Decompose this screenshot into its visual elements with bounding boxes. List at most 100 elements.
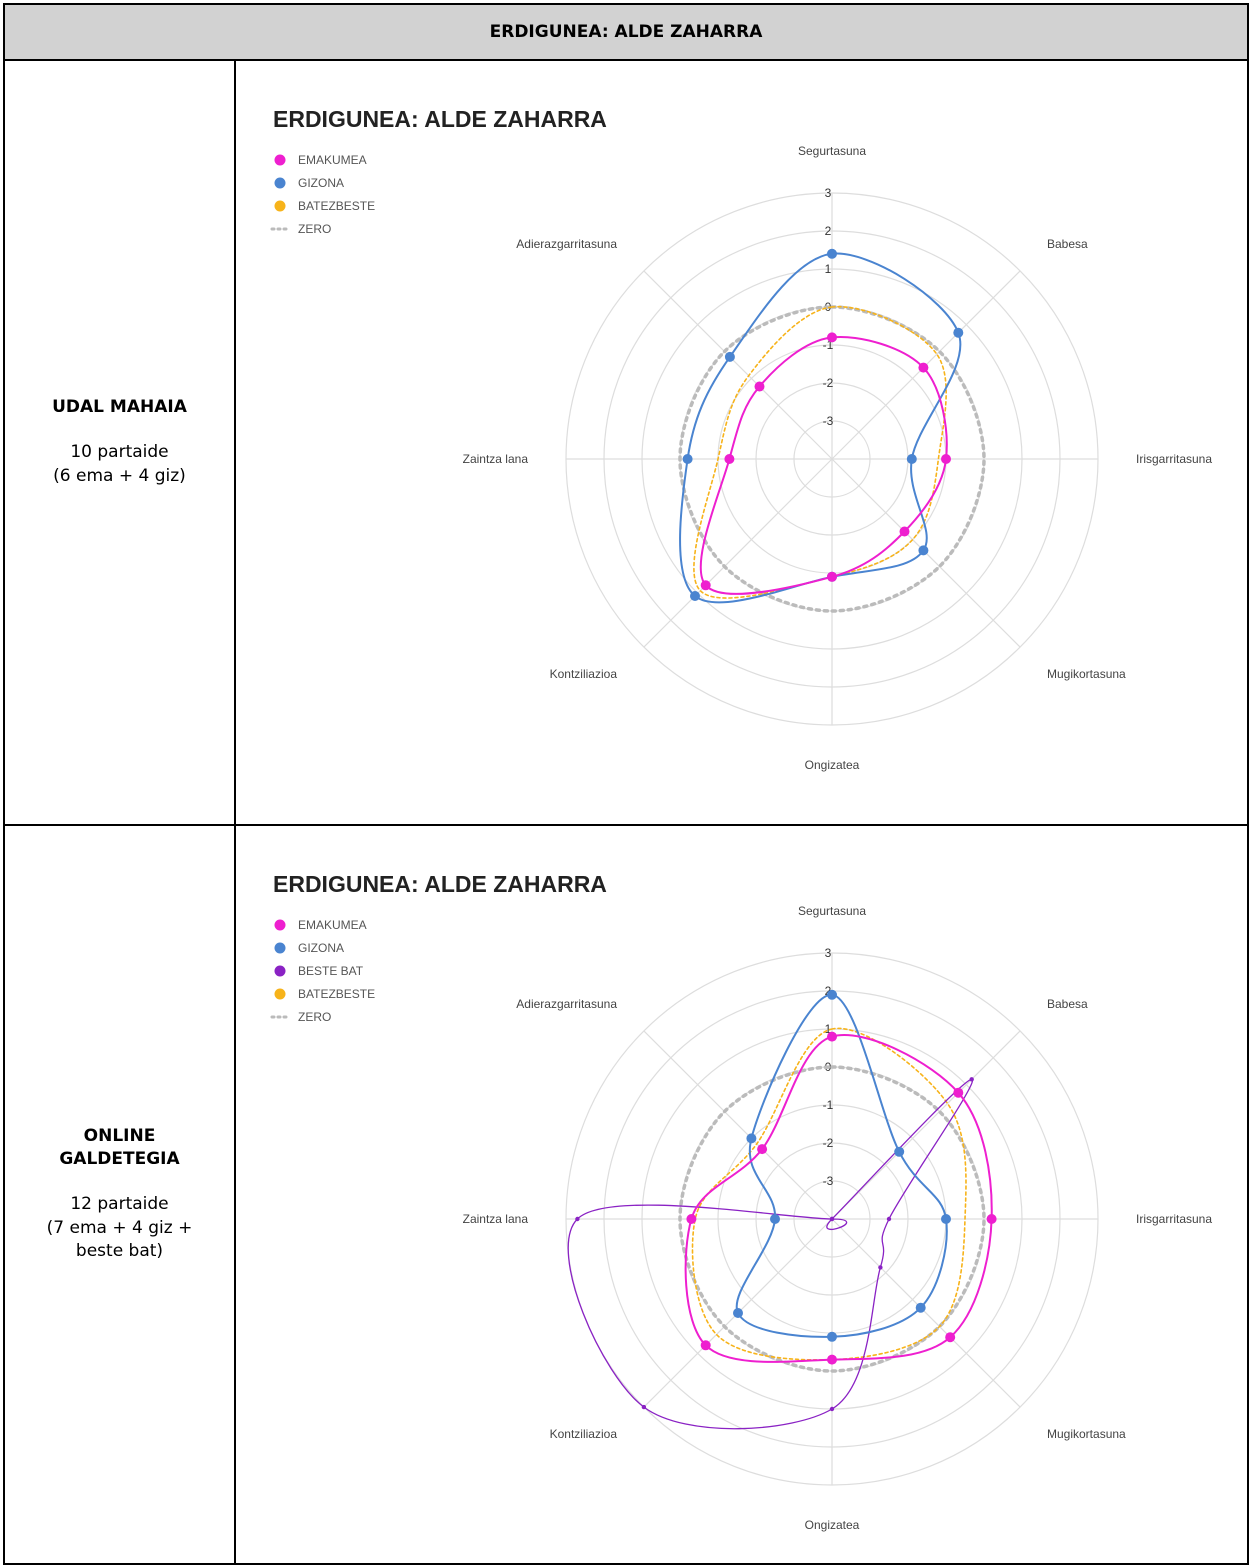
data-point-gizona (827, 989, 837, 1000)
axis-label: Zaintza lana (463, 452, 529, 466)
legend-marker-batezbeste (274, 200, 286, 212)
axis-label: Irisgarritasuna (1136, 1212, 1212, 1226)
row-title: UDAL MAHAIA (52, 396, 187, 419)
axis-label: Zaintza lana (463, 1212, 529, 1226)
axis-label: Kontziliazioa (550, 667, 618, 681)
row-label-cell: UDAL MAHAIA 10 partaide (6 ema + 4 giz) (5, 61, 236, 824)
table-row: UDAL MAHAIA 10 partaide (6 ema + 4 giz) … (5, 61, 1247, 826)
axis-label: Mugikortasuna (1047, 667, 1126, 681)
table-row: ONLINE GALDETEGIA 12 partaide (7 ema + 4… (5, 826, 1247, 1563)
axis-label: Mugikortasuna (1047, 1427, 1126, 1441)
tick-label: 2 (825, 224, 832, 238)
data-point-gizona (682, 454, 693, 464)
legend-marker-emakumea (274, 919, 286, 931)
axis-label: Irisgarritasuna (1136, 452, 1212, 466)
data-point-emakumea (945, 1332, 956, 1343)
data-point-gizona (941, 1214, 951, 1224)
series-line-zero (678, 305, 986, 613)
data-point-emakumea (918, 362, 929, 373)
data-point-gizona (894, 1146, 905, 1157)
tick-label: -1 (823, 338, 834, 352)
legend-label-emakumea: EMAKUMEA (298, 153, 367, 167)
radar-svg: ERDIGUNEA: ALDE ZAHARRA Segurtasuna Babesa… (270, 871, 1212, 1532)
data-point-beste-bat (886, 1216, 892, 1222)
axis-spoke (643, 458, 833, 648)
data-point-emakumea (827, 571, 837, 582)
tick-label: 3 (825, 186, 832, 200)
axis-spoke (643, 1030, 833, 1220)
row-description-line: beste bat) (75, 1241, 164, 1262)
row-title-line: UDAL MAHAIA (52, 397, 187, 418)
data-point-beste-bat (829, 1216, 835, 1222)
data-point-emakumea (827, 1031, 837, 1042)
data-point-emakumea (827, 1354, 837, 1365)
legend-label-zero: ZERO (298, 222, 331, 236)
axis-label: Segurtasuna (798, 904, 866, 918)
data-point-emakumea (700, 580, 711, 591)
series-line-beste-bat (567, 1078, 974, 1430)
data-point-beste-bat (829, 1406, 835, 1412)
chart-title: ERDIGUNEA: ALDE ZAHARRA (273, 106, 607, 132)
axis-label: Ongizatea (805, 1518, 860, 1532)
tick-label: 1 (825, 1022, 832, 1036)
radar-chart-udal-mahaia: ERDIGUNEA: ALDE ZAHARRA Segurtasuna Babesa… (238, 61, 1247, 824)
row-description-line: (7 ema + 4 giz + (46, 1217, 193, 1238)
legend-marker-emakumea (274, 154, 286, 166)
tick-label: 1 (825, 262, 832, 276)
row-label-cell: ONLINE GALDETEGIA 12 partaide (7 ema + 4… (5, 826, 236, 1563)
data-point-beste-bat (575, 1216, 580, 1222)
data-point-emakumea (686, 1214, 697, 1224)
legend-label-gizona: GIZONA (298, 941, 344, 955)
data-point-gizona (827, 248, 837, 259)
data-point-emakumea (986, 1214, 997, 1224)
legend-label-beste-bat: BESTE BAT (298, 964, 364, 978)
table-header: ERDIGUNEA: ALDE ZAHARRA (5, 5, 1247, 61)
legend-label-emakumea: EMAKUMEA (298, 918, 367, 932)
row-title-line: ONLINE (83, 1125, 156, 1146)
row-title-line: GALDETEGIA (59, 1148, 180, 1169)
legend-marker-beste-bat (274, 965, 286, 977)
row-title: ONLINE GALDETEGIA (59, 1125, 179, 1171)
tick-label: 2 (825, 984, 832, 998)
series-line-emakumea (684, 1034, 993, 1363)
data-point-emakumea (827, 332, 837, 343)
legend-label-gizona: GIZONA (298, 176, 344, 190)
radar-svg: ERDIGUNEA: ALDE ZAHARRA Segurtasuna Babesa… (270, 106, 1212, 772)
row-description-line: (6 ema + 4 giz) (53, 465, 186, 486)
tick-label: -2 (823, 1136, 834, 1150)
data-point-gizona (827, 1331, 837, 1342)
data-point-gizona (746, 1133, 757, 1144)
axis-spoke (643, 270, 833, 460)
data-point-emakumea (724, 454, 735, 464)
data-point-emakumea (899, 526, 910, 537)
data-point-emakumea (700, 1340, 711, 1351)
data-point-emakumea (953, 1087, 964, 1098)
axis-label: Adierazgarritasuna (516, 997, 617, 1011)
axis-spoke (831, 1030, 1021, 1220)
radar-chart-online-galdetegia: ERDIGUNEA: ALDE ZAHARRA Segurtasuna Babesa… (238, 826, 1247, 1563)
data-point-emakumea (757, 1144, 768, 1155)
axis-label: Ongizatea (805, 758, 860, 772)
series-line-zero (678, 1065, 986, 1373)
legend-marker-gizona (274, 177, 286, 189)
data-point-gizona (724, 351, 735, 362)
tick-label: 3 (825, 946, 832, 960)
row-description: 10 partaide (6 ema + 4 giz) (53, 441, 186, 489)
legend-label-batezbeste: BATEZBESTE (298, 987, 375, 1001)
results-table: ERDIGUNEA: ALDE ZAHARRA UDAL MAHAIA 10 p… (3, 3, 1249, 1565)
tick-label: -3 (823, 414, 834, 428)
axis-spoke (831, 1218, 1021, 1408)
row-description: 12 partaide (7 ema + 4 giz + beste bat) (47, 1193, 193, 1264)
axis-label: Babesa (1047, 997, 1088, 1011)
data-point-gizona (915, 1302, 926, 1313)
row-description-line: 10 partaide (70, 442, 169, 463)
legend-label-batezbeste: BATEZBESTE (298, 199, 375, 213)
legend-marker-batezbeste (274, 988, 286, 1000)
axis-label: Segurtasuna (798, 144, 866, 158)
axis-label: Babesa (1047, 237, 1088, 251)
chart-title: ERDIGUNEA: ALDE ZAHARRA (273, 871, 607, 897)
legend-label-zero: ZERO (298, 1010, 331, 1024)
data-point-gizona (733, 1308, 743, 1318)
tick-label: -1 (823, 1098, 834, 1112)
series-line-gizona (735, 993, 948, 1338)
